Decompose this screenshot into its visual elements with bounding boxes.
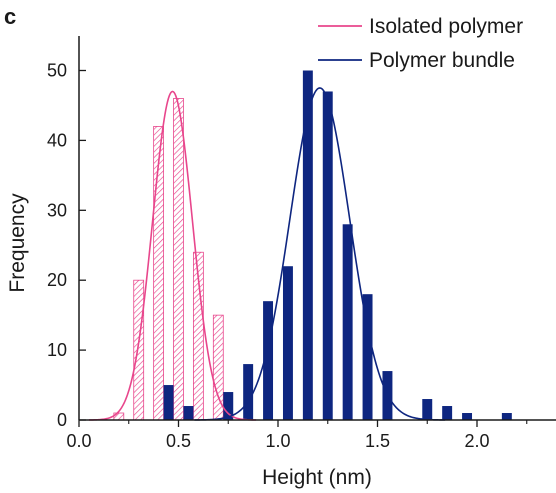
- fit-curve-polymer-bundle: [194, 87, 446, 421]
- bar-polymer-bundle-2: [223, 392, 234, 420]
- legend-label-isolated-polymer: Isolated polymer: [369, 15, 523, 38]
- panel-label: c: [4, 4, 16, 29]
- bar-polymer-bundle-6: [302, 70, 313, 420]
- bar-polymer-bundle-14: [501, 413, 512, 420]
- y-tick-label-5: 50: [47, 61, 67, 81]
- y-tick-label-2: 20: [47, 270, 67, 290]
- bar-isolated-polymer-1: [133, 279, 145, 421]
- y-tick-label-3: 30: [47, 200, 67, 220]
- y-axis-title: Frequency: [6, 193, 29, 293]
- bar-polymer-bundle-1: [183, 406, 194, 420]
- bar-polymer-bundle-11: [422, 399, 433, 420]
- x-tick-label-1: 0.5: [166, 431, 191, 451]
- legend-label-polymer-bundle: Polymer bundle: [369, 49, 515, 72]
- bar-polymer-bundle-3: [243, 364, 254, 420]
- y-tick-label-4: 40: [47, 130, 67, 150]
- bar-isolated-polymer-3: [173, 98, 184, 421]
- x-ticks: 0.0 0.5 1.0 1.5 2.0: [66, 420, 528, 451]
- bar-polymer-bundle-4: [263, 301, 274, 420]
- bar-polymer-bundle-7: [322, 91, 333, 420]
- y-tick-label-1: 10: [47, 340, 67, 360]
- bars-layer: [113, 70, 512, 421]
- bar-polymer-bundle-13: [462, 413, 473, 420]
- x-tick-label-0: 0.0: [66, 431, 91, 451]
- fit-curves-layer: [88, 87, 446, 421]
- bar-polymer-bundle-0: [163, 385, 174, 420]
- bar-isolated-polymer-2: [153, 126, 164, 421]
- legend: Isolated polymer Polymer bundle: [318, 15, 523, 72]
- y-tick-label-0: 0: [57, 410, 67, 430]
- bar-polymer-bundle-5: [282, 266, 293, 420]
- x-tick-label-2: 1.0: [265, 431, 290, 451]
- bar-polymer-bundle-12: [442, 406, 453, 420]
- x-axis-title: Height (nm): [262, 466, 372, 489]
- bar-polymer-bundle-9: [362, 294, 373, 420]
- x-tick-label-4: 2.0: [464, 431, 489, 451]
- y-ticks: 0 10 20 30 40 50: [47, 61, 86, 430]
- fit-curve-isolated-polymer: [88, 90, 257, 421]
- x-tick-label-3: 1.5: [365, 431, 390, 451]
- bar-polymer-bundle-8: [342, 224, 353, 420]
